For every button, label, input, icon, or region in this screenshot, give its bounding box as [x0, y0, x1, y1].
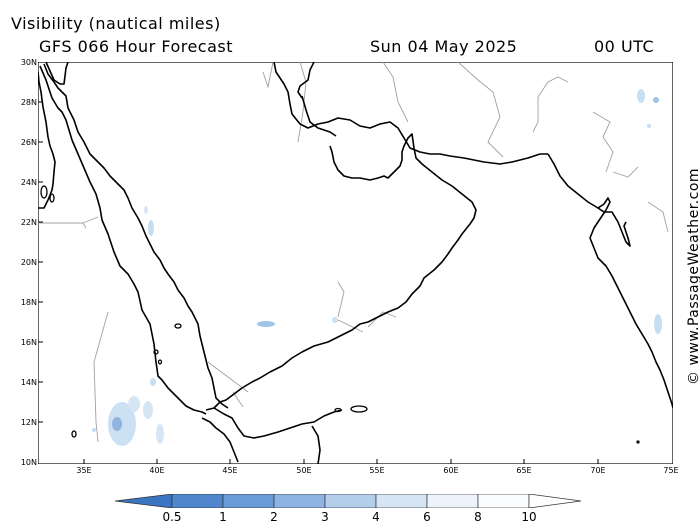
legend-label-7: 10 — [521, 510, 537, 524]
visibility-patches — [92, 89, 662, 446]
lat-label-20n: 20N — [20, 258, 37, 267]
lat-label-10n: 10N — [20, 458, 37, 467]
map-title: Visibility (nautical miles) — [11, 14, 221, 33]
map-ticks — [38, 101, 599, 464]
lon-label-55e: 55E — [369, 466, 385, 475]
legend-label-5: 6 — [423, 510, 431, 524]
country-borders — [38, 62, 669, 443]
legend-label-3: 3 — [321, 510, 329, 524]
lat-label-28n: 28N — [20, 98, 37, 107]
lon-label-45e: 45E — [222, 466, 238, 475]
legend-label-0: 0.5 — [162, 510, 182, 524]
legend-label-1: 1 — [219, 510, 227, 524]
visibility-map — [38, 62, 673, 464]
forecast-date: Sun 04 May 2025 — [370, 37, 518, 56]
lat-label-16n: 16N — [20, 338, 37, 347]
legend-label-4: 4 — [372, 510, 380, 524]
map-frame — [38, 62, 673, 464]
legend-bin-7 — [477, 494, 530, 508]
lon-label-75e: 75E — [663, 466, 679, 475]
lat-label-14n: 14N — [20, 378, 37, 387]
visibility-legend — [115, 494, 582, 508]
legend-label-2: 2 — [270, 510, 278, 524]
legend-bin-6 — [426, 494, 479, 508]
lon-label-60e: 60E — [443, 466, 459, 475]
legend-bin-2 — [222, 494, 275, 508]
legend-bin-0 — [115, 494, 173, 508]
legend-bin-4 — [324, 494, 377, 508]
legend-bin-8 — [528, 494, 582, 508]
lat-label-12n: 12N — [20, 418, 37, 427]
lon-label-35e: 35E — [76, 466, 92, 475]
legend-bin-1 — [171, 494, 224, 508]
lat-label-24n: 24N — [20, 178, 37, 187]
legend-bin-3 — [273, 494, 326, 508]
forecast-time: 00 UTC — [594, 37, 655, 56]
lat-label-18n: 18N — [20, 298, 37, 307]
legend-bin-5 — [375, 494, 428, 508]
lat-label-22n: 22N — [20, 218, 37, 227]
site-credit: © www.PassageWeather.com — [686, 167, 700, 385]
lon-label-70e: 70E — [590, 466, 606, 475]
legend-label-6: 8 — [474, 510, 482, 524]
lon-label-50e: 50E — [296, 466, 312, 475]
coastlines — [38, 62, 673, 464]
islands — [40, 185, 640, 444]
lon-label-40e: 40E — [149, 466, 165, 475]
forecast-subtitle: GFS 066 Hour Forecast — [39, 37, 234, 56]
lat-label-26n: 26N — [20, 138, 37, 147]
lat-label-30n: 30N — [20, 58, 37, 67]
lon-label-65e: 65E — [516, 466, 532, 475]
